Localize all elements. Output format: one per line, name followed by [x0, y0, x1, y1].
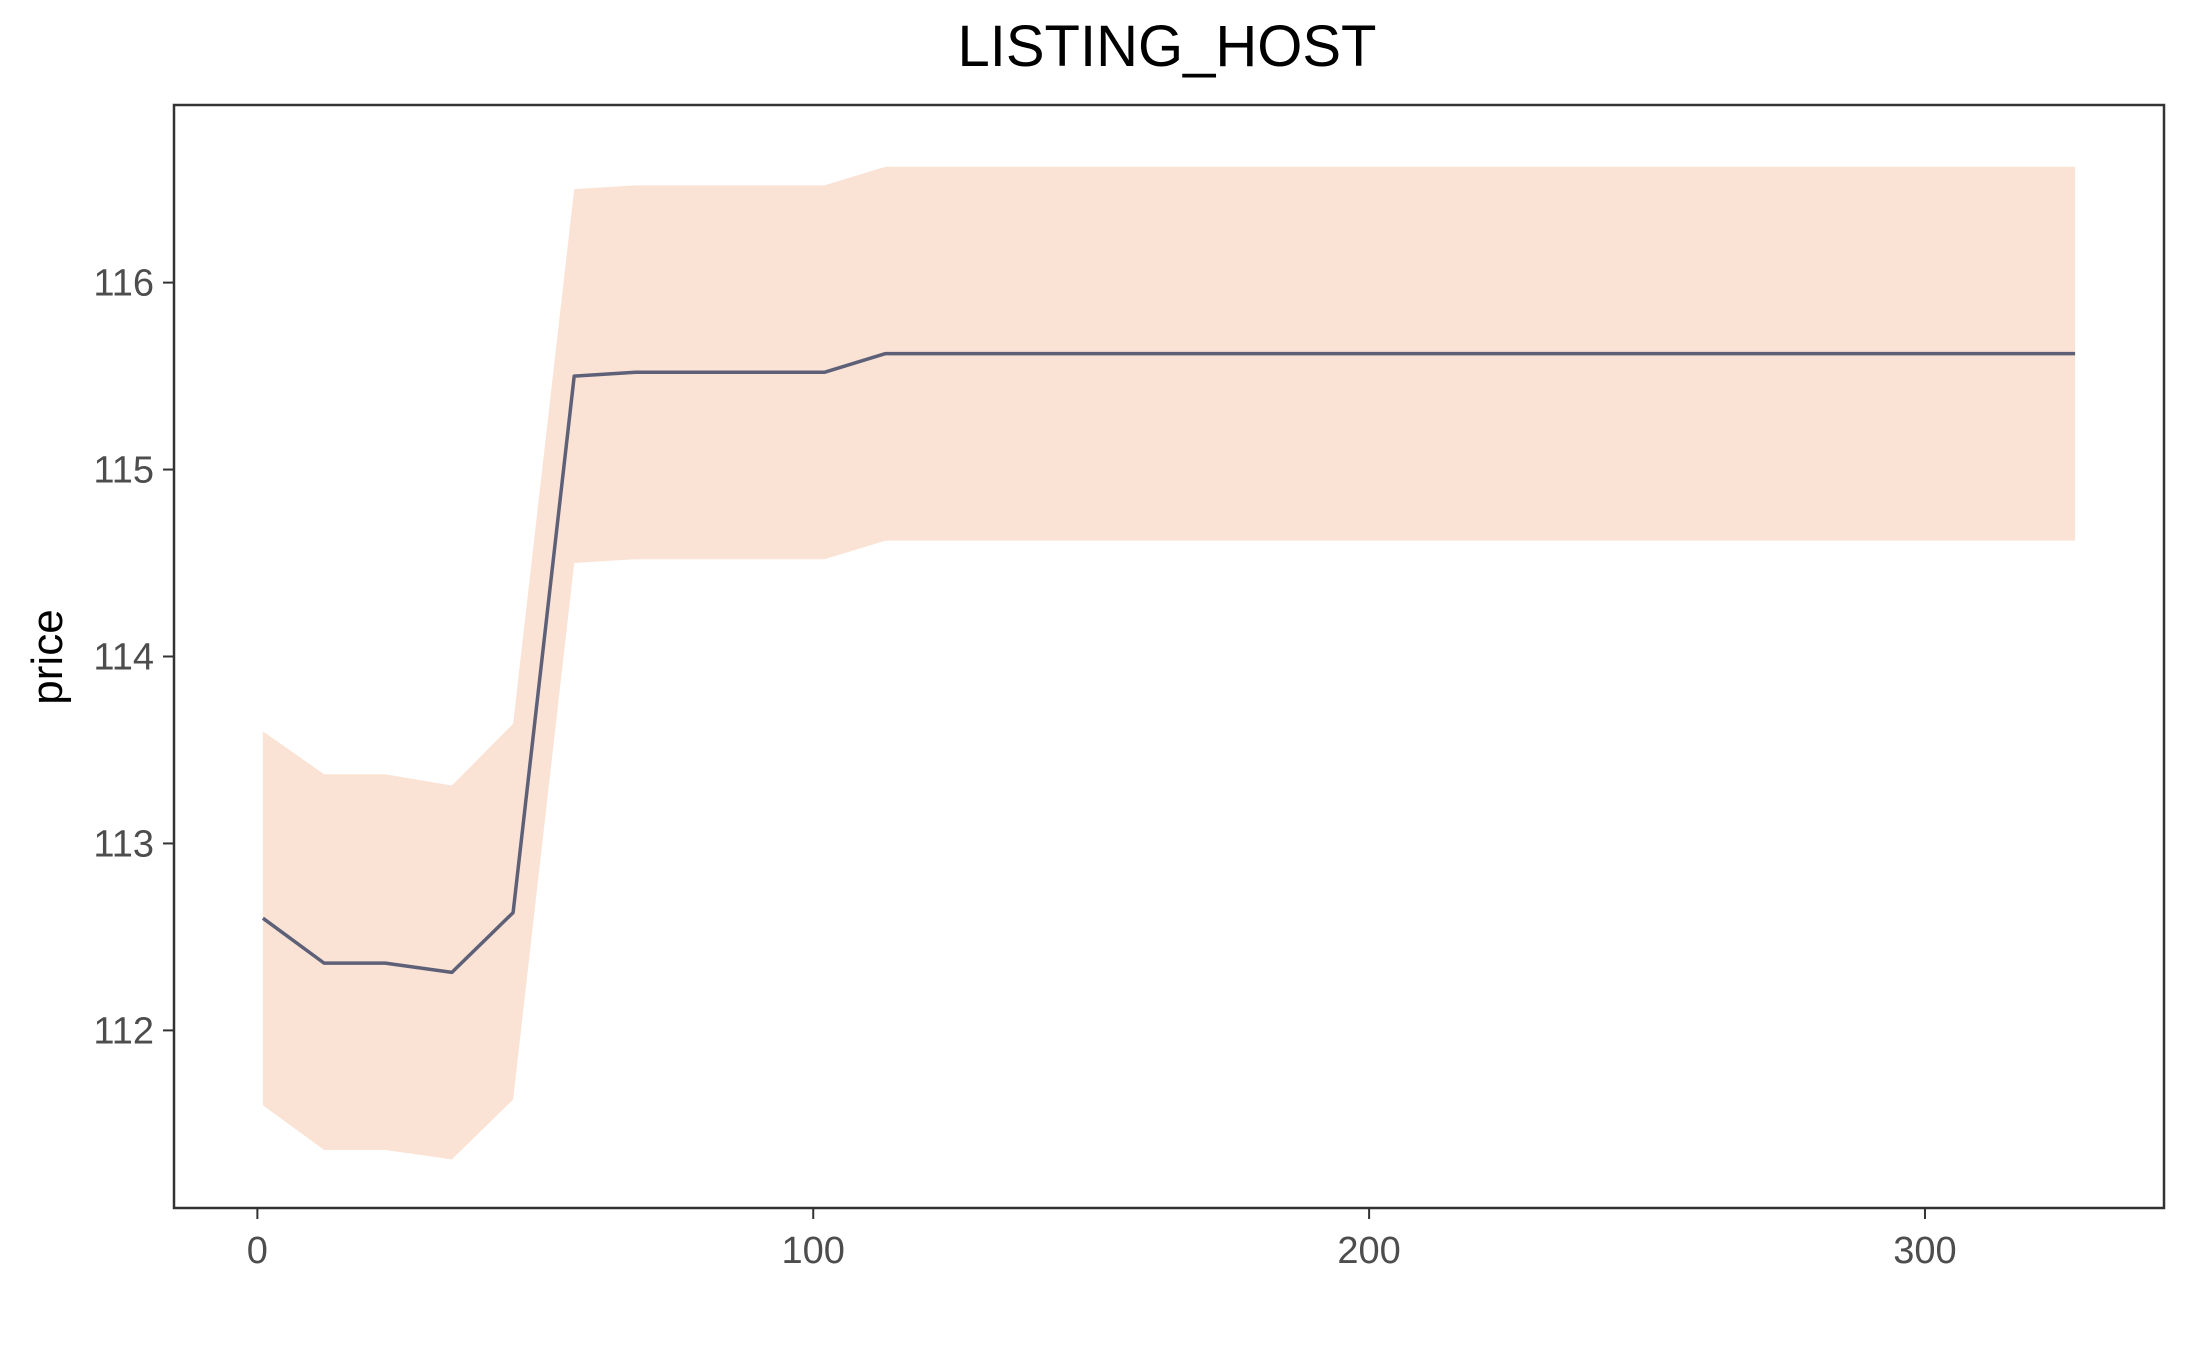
confidence-band — [262, 166, 2076, 1160]
plot-area — [172, 103, 2166, 1210]
y-axis: 112 113 114 115 116 — [93, 263, 174, 1052]
y-tick-label: 116 — [93, 263, 154, 305]
y-tick-label: 112 — [93, 1010, 154, 1052]
y-tick-label: 113 — [93, 823, 154, 865]
series-line — [261, 351, 2076, 975]
x-tick-label: 100 — [782, 1230, 845, 1272]
y-axis-label: price — [23, 609, 72, 704]
y-tick-label: 114 — [93, 637, 154, 679]
y-tick-label: 115 — [93, 450, 154, 492]
x-axis: 0 100 200 300 — [247, 1208, 1957, 1272]
x-tick-label: 200 — [1337, 1230, 1400, 1272]
x-tick-label: 0 — [247, 1230, 268, 1272]
x-tick-label: 300 — [1893, 1230, 1956, 1272]
chart-title: LISTING_HOST — [958, 14, 1377, 79]
